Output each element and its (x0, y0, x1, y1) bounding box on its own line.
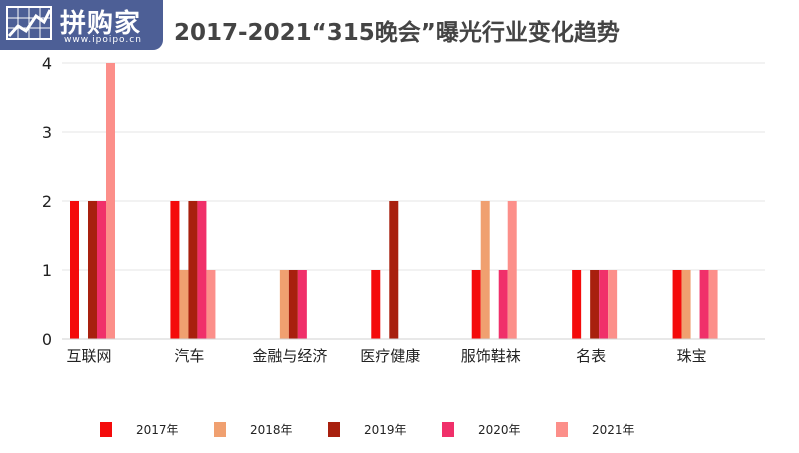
y-tick-label: 2 (42, 192, 52, 211)
bar-5-2 (480, 201, 490, 339)
x-tick-label: 名表 (576, 347, 606, 365)
x-tick-label: 医疗健康 (360, 347, 420, 365)
bar-1-3 (88, 201, 97, 339)
chart-logo-icon (6, 6, 52, 40)
bar-3-3 (288, 270, 298, 339)
legend-item: 2020年 (442, 421, 556, 438)
legend: 2017年 2018年 2019年 2020年 2021年 (100, 421, 670, 438)
legend-swatch (214, 422, 226, 437)
y-tick-label: 4 (42, 54, 52, 73)
bar-2-5 (206, 270, 216, 339)
legend-item: 2019年 (328, 421, 442, 438)
y-tick-label: 0 (42, 330, 52, 349)
bar-6-5 (608, 270, 618, 339)
bar-6-3 (590, 270, 600, 339)
bar-6-1 (572, 270, 582, 339)
x-tick-label: 服饰鞋袜 (461, 347, 521, 365)
bar-4-1 (371, 270, 381, 339)
legend-swatch (100, 422, 112, 437)
bar-2-2 (179, 270, 189, 339)
bar-6-4 (599, 270, 609, 339)
brand-logo: 拼购家 www.ipoipo.cn (0, 0, 163, 50)
bar-4-3 (389, 201, 399, 339)
y-tick-label: 3 (42, 123, 52, 142)
legend-label: 2017年 (136, 423, 179, 437)
legend-label: 2021年 (592, 423, 635, 437)
legend-item: 2017年 (100, 421, 214, 438)
logo-url: www.ipoipo.cn (64, 35, 142, 45)
bar-2-1 (170, 201, 180, 339)
legend-swatch (328, 422, 340, 437)
bar-2-3 (188, 201, 198, 339)
gridlines (62, 62, 765, 271)
bar-2-4 (197, 201, 207, 339)
bars (70, 63, 718, 339)
bar-7-1 (672, 270, 682, 339)
x-tick-label: 汽车 (174, 347, 204, 365)
bar-7-5 (708, 270, 718, 339)
bar-1-5 (106, 63, 115, 339)
bar-1-4 (97, 201, 106, 339)
axes: 0 1 2 3 4 互联网 汽车 金融与经济 医疗健康 服饰鞋袜 名表 珠宝 (42, 54, 765, 365)
legend-swatch (442, 422, 454, 437)
x-tick-label: 金融与经济 (252, 347, 327, 365)
x-tick-label: 珠宝 (677, 347, 707, 365)
logo-text: 拼购家 (60, 9, 142, 39)
chart-title: 2017-2021“315晚会”曝光行业变化趋势 (174, 20, 620, 46)
bar-1-1 (70, 201, 79, 339)
bar-5-4 (498, 270, 508, 339)
bar-5-1 (471, 270, 481, 339)
bar-3-2 (279, 270, 289, 339)
legend-label: 2020年 (478, 423, 521, 437)
legend-label: 2019年 (364, 423, 407, 437)
bar-7-2 (681, 270, 691, 339)
bar-5-5 (507, 201, 517, 339)
bar-3-4 (297, 270, 307, 339)
legend-swatch (556, 422, 568, 437)
legend-item: 2018年 (214, 421, 328, 438)
y-tick-label: 1 (42, 261, 52, 280)
legend-item: 2021年 (556, 421, 670, 438)
x-tick-label: 互联网 (66, 347, 111, 365)
bar-7-4 (699, 270, 709, 339)
legend-label: 2018年 (250, 423, 293, 437)
